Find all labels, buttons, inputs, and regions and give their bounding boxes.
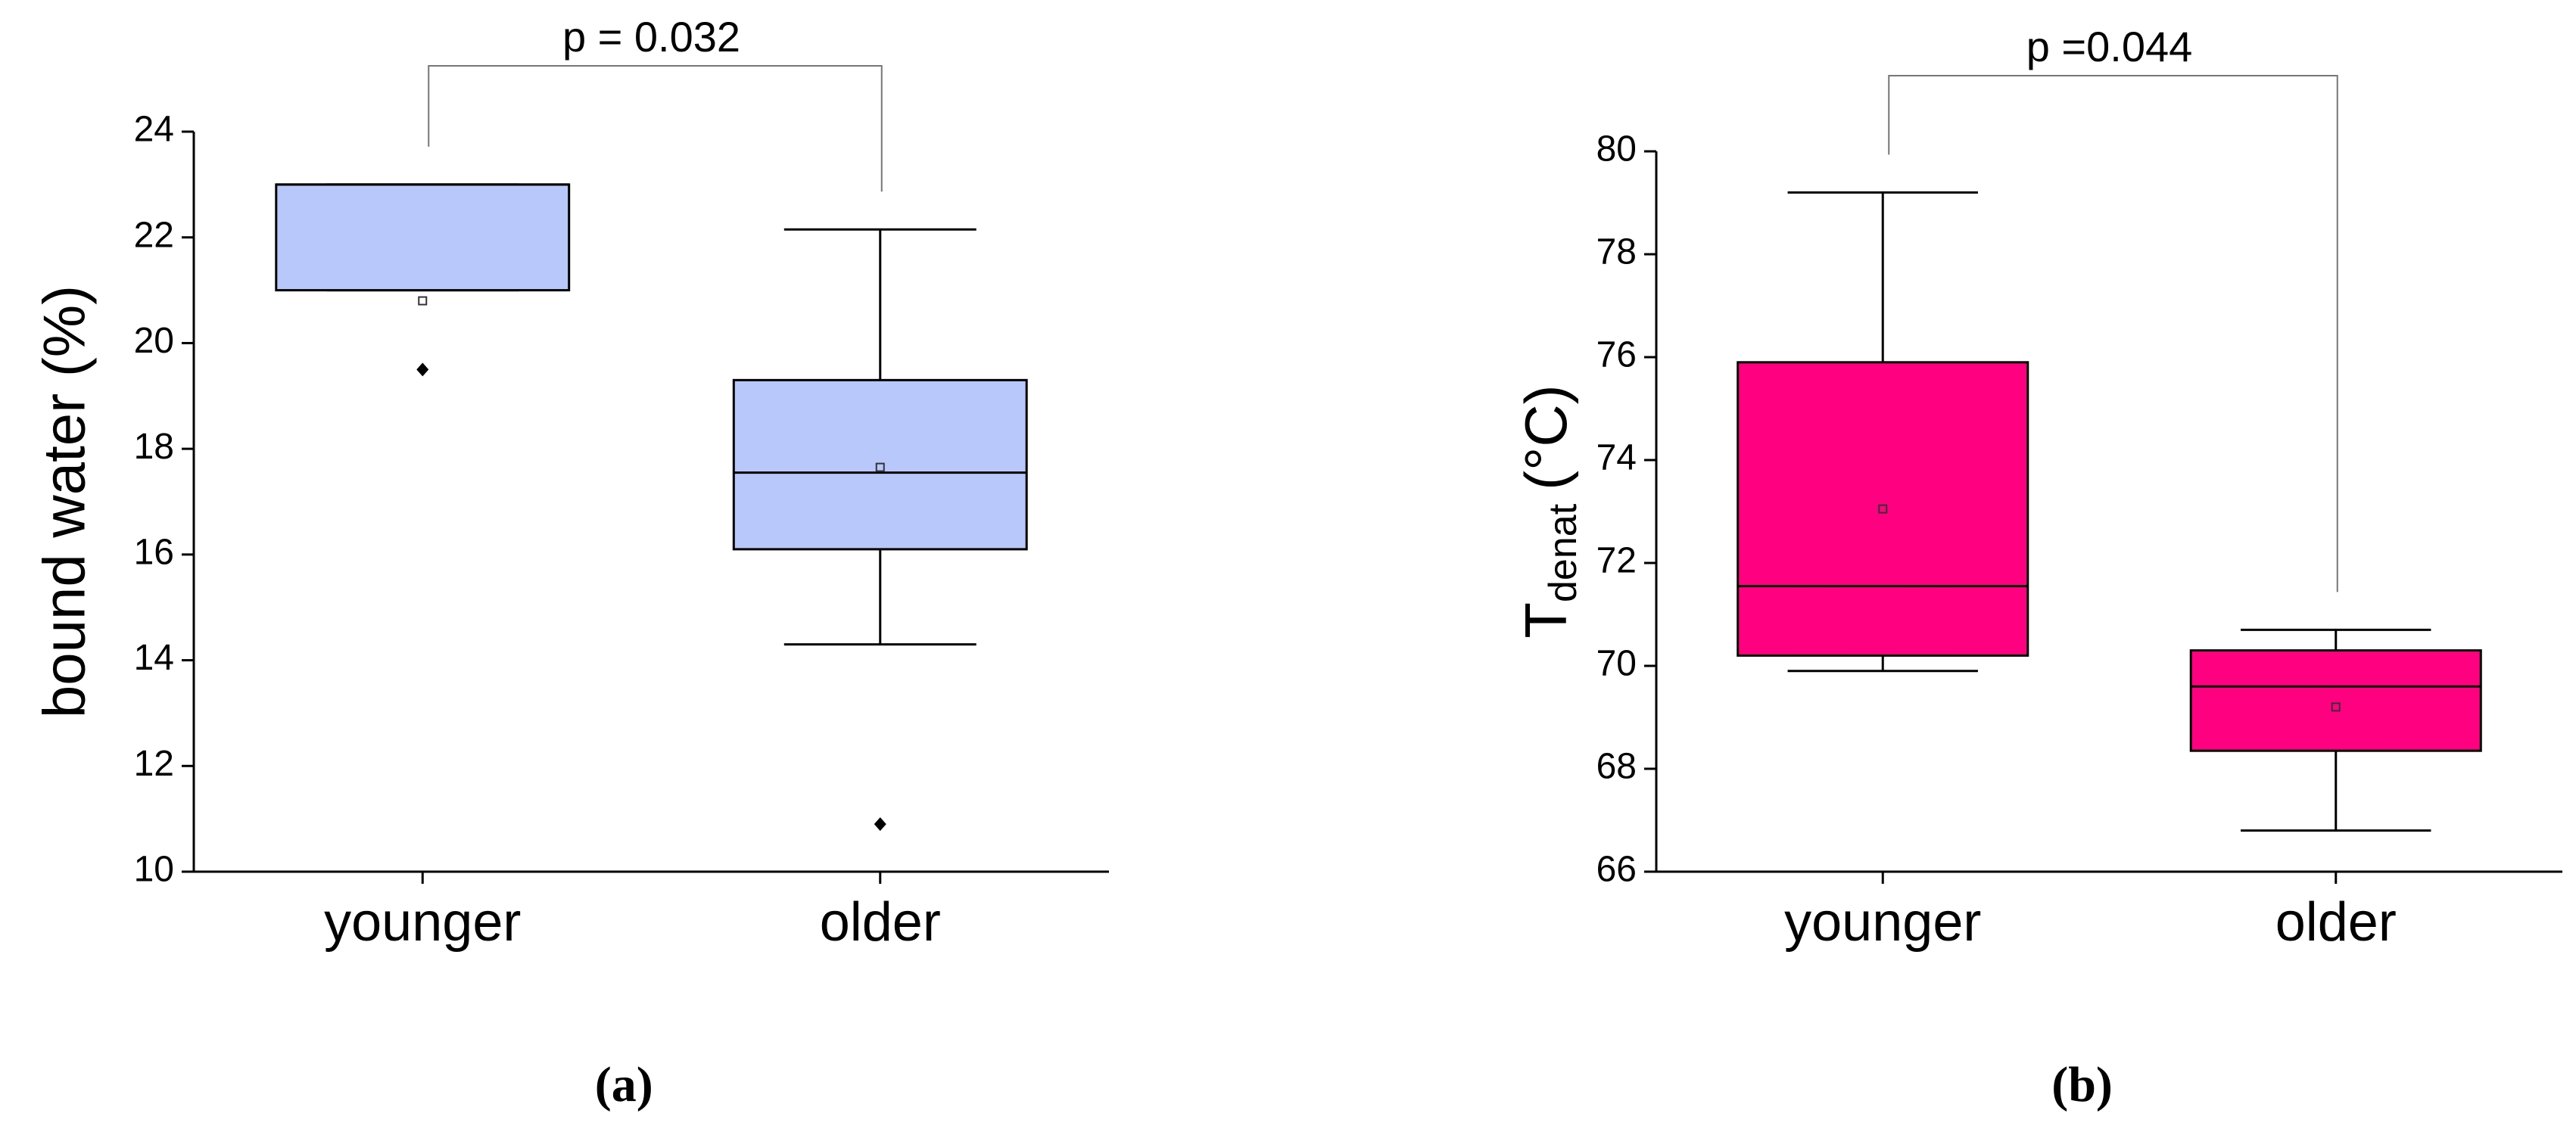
y-axis-label-unit: (°C): [1512, 384, 1579, 490]
y-tick-label: 22: [134, 215, 174, 255]
y-tick-label: 78: [1596, 232, 1637, 272]
y-tick-label: 20: [134, 321, 174, 361]
y-tick-label: 14: [134, 638, 174, 678]
box: [1737, 361, 2029, 657]
panel-label: (b): [2051, 1057, 2113, 1112]
significance-bracket: [428, 65, 883, 192]
y-axis-label-sub: denat: [1541, 503, 1585, 602]
y-axis-label: Tdenat (°C): [1512, 384, 1585, 638]
mean: [1878, 504, 1888, 514]
p-value: p = 0.032: [562, 13, 740, 61]
x-tick-label: younger: [1784, 892, 1981, 953]
y-tick-label: 72: [1596, 541, 1637, 581]
y-tick-label: 12: [134, 744, 174, 784]
outlier: [416, 362, 429, 377]
y-tick-label: 66: [1596, 850, 1637, 890]
x-tick-label: older: [2275, 892, 2397, 953]
significance-bracket: [1888, 75, 2338, 592]
mean: [2331, 702, 2341, 712]
outlier: [874, 817, 886, 832]
y-tick-label: 70: [1596, 644, 1637, 684]
y-tick-label: 10: [134, 850, 174, 890]
mean: [418, 296, 428, 306]
box: [275, 183, 571, 292]
y-axis-label: bound water (%): [31, 285, 98, 718]
y-tick-label: 74: [1596, 438, 1637, 478]
panel-label: (a): [595, 1057, 653, 1112]
y-tick-label: 18: [134, 427, 174, 467]
p-value: p =0.044: [2026, 23, 2193, 70]
x-tick-label: older: [820, 892, 941, 953]
box: [732, 378, 1028, 551]
y-tick-label: 16: [134, 533, 174, 573]
x-tick-label: younger: [324, 892, 521, 953]
mean: [875, 462, 885, 472]
box: [2189, 649, 2482, 752]
y-tick-label: 76: [1596, 335, 1637, 375]
y-tick-label: 80: [1596, 129, 1637, 169]
y-tick-label: 24: [134, 110, 174, 150]
y-axis-label-main: T: [1512, 602, 1579, 639]
y-tick-label: 68: [1596, 747, 1637, 787]
